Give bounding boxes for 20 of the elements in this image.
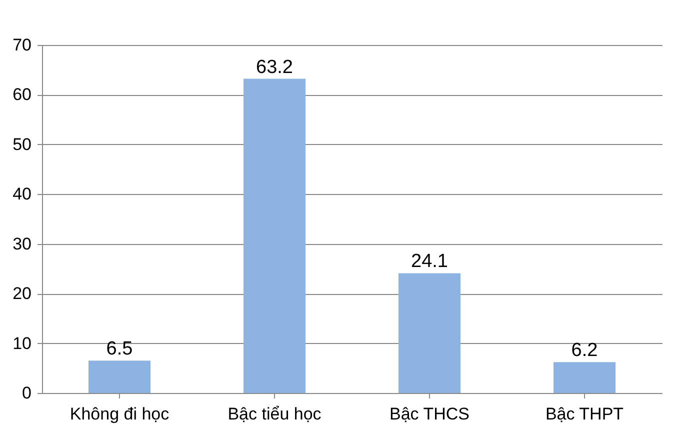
x-tick-label: Bậc tiểu học [228,404,322,424]
bar [398,273,460,393]
data-label: 6.2 [571,340,598,362]
y-tick-label: 20 [12,284,32,304]
y-tick-label: 0 [22,384,32,402]
x-tick-label: Bậc THPT [545,404,624,424]
data-label: 6.5 [106,338,133,360]
x-tick-label: Bậc THCS [390,404,470,424]
x-tick-label: Không đi học [70,404,170,424]
y-tick-label: 60 [12,85,32,104]
y-tick-label: 70 [12,36,32,54]
y-tick-label: 40 [12,184,32,204]
bar [554,362,616,393]
bar [88,360,150,393]
y-tick-label: 50 [12,134,32,154]
y-tick-label: 30 [12,234,32,254]
y-tick-label: 10 [12,334,32,353]
data-label: 63.2 [256,56,293,78]
data-label: 24.1 [411,251,448,272]
bar [244,78,306,393]
